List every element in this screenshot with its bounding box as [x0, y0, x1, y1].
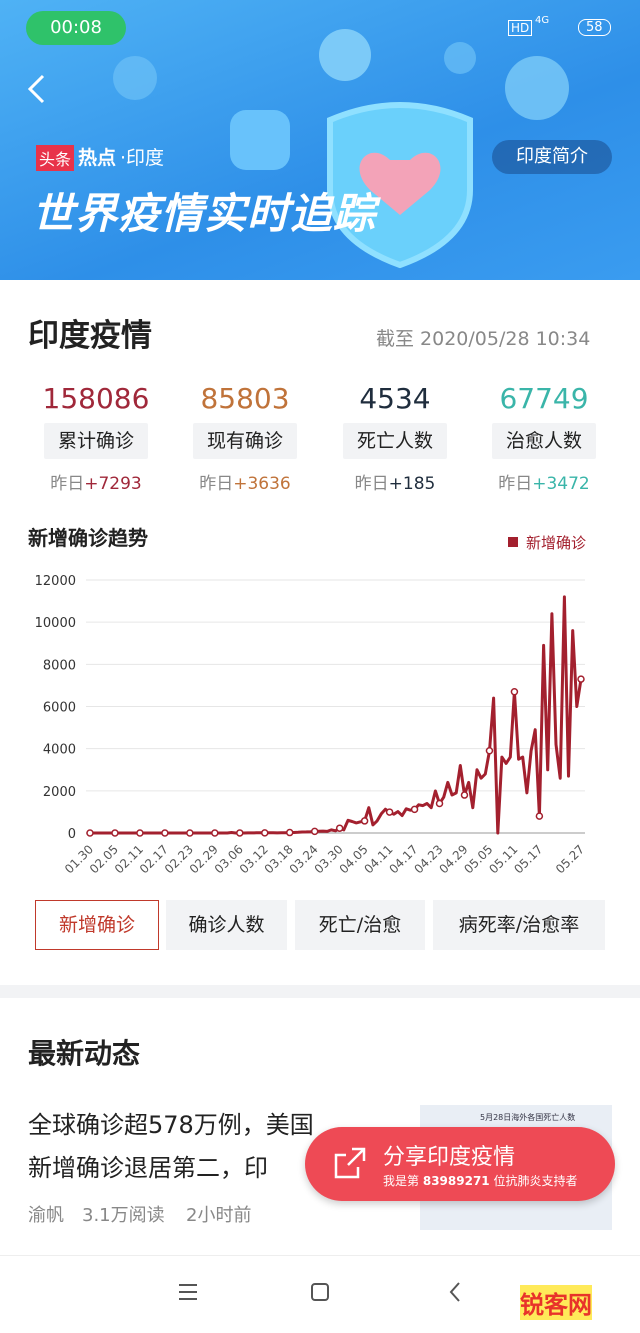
- stat-label: 累计确诊: [44, 423, 148, 459]
- nav-icons: [179, 1282, 460, 1302]
- marker: [535, 812, 544, 820]
- marker: [236, 829, 244, 837]
- marker: [460, 791, 469, 799]
- share-icon: [334, 1147, 366, 1179]
- hot: 热点: [78, 147, 117, 169]
- legend-label: 新增确诊: [526, 534, 586, 552]
- marker: [161, 829, 169, 837]
- tab[interactable]: 病死率/治愈率: [433, 900, 605, 950]
- stat-label: 治愈人数: [492, 423, 596, 459]
- headline: 全球确诊超578万例，美国: [28, 1111, 314, 1139]
- tab[interactable]: 死亡/治愈: [295, 900, 425, 950]
- time: 2小时前: [186, 1205, 252, 1226]
- y-tick-label: 10000: [35, 616, 76, 631]
- prev-label: 昨日: [199, 474, 234, 494]
- y-tick-label: 4000: [43, 743, 76, 758]
- marker: [285, 828, 294, 837]
- author: 渝帆: [28, 1205, 64, 1226]
- share-rank: 83989271: [422, 1174, 490, 1188]
- marker: [186, 829, 194, 837]
- clock: 00:08: [26, 11, 126, 45]
- marker: [261, 829, 269, 837]
- tab[interactable]: 新增确诊: [35, 900, 159, 950]
- marker: [385, 808, 394, 816]
- y-tick-label: 0: [68, 827, 76, 842]
- marker: [86, 829, 94, 837]
- divider: [0, 985, 640, 998]
- stat-change: 昨日+185: [325, 469, 465, 494]
- chart-title: 新增确诊趋势: [28, 526, 148, 550]
- marker: [410, 805, 419, 814]
- stat-value: 67749: [499, 382, 589, 415]
- marker: [211, 829, 219, 837]
- stat-value: 85803: [200, 382, 290, 415]
- watermark: 锐客网: [520, 1285, 592, 1320]
- marker: [435, 799, 444, 808]
- stat-change: 昨日+3472: [474, 469, 614, 494]
- chart: 新增确诊趋势 02000400060008000100001200001.300…: [28, 526, 587, 876]
- prev-label: 昨日: [354, 474, 389, 494]
- change: +185: [388, 474, 436, 494]
- marker: [577, 675, 585, 683]
- marker: [136, 829, 144, 837]
- marker: [310, 827, 319, 836]
- section-title: 印度疫情: [28, 318, 152, 354]
- update-time: 截至 2020/05/28 10:34: [376, 328, 591, 350]
- stat-label: 死亡人数: [343, 423, 447, 459]
- marker: [360, 817, 369, 825]
- share-post: 位抗肺炎支持者: [493, 1174, 578, 1188]
- share-pre: 我是第: [383, 1174, 420, 1188]
- news-title: 最新动态: [28, 1037, 141, 1070]
- tag: 头条: [36, 145, 75, 171]
- thumbnail-text: 5月28日海外各国死亡人数: [480, 1113, 576, 1122]
- share-title: 分享印度疫情: [383, 1145, 516, 1170]
- y-tick-label: 2000: [43, 785, 76, 800]
- change: +7293: [84, 474, 142, 494]
- stat-change: 昨日+3636: [175, 469, 315, 494]
- stat-value: 158086: [42, 382, 150, 415]
- hd-icon: HD: [508, 20, 533, 36]
- marker: [335, 824, 344, 832]
- headline: 新增确诊退居第二，印: [28, 1154, 268, 1182]
- y-tick-label: 12000: [35, 574, 76, 589]
- place: ·印度: [120, 147, 165, 169]
- network: 4G: [535, 15, 550, 26]
- stat-value: 4534: [359, 382, 431, 415]
- marker: [510, 687, 519, 696]
- stat-change: 昨日+7293: [26, 469, 166, 494]
- marker: [485, 747, 494, 755]
- battery: 58: [578, 19, 611, 36]
- x-tick-label: 05.27: [553, 842, 587, 876]
- marker: [111, 829, 119, 837]
- tab[interactable]: 确诊人数: [166, 900, 287, 950]
- reads: 3.1万阅读: [82, 1205, 165, 1226]
- y-tick-label: 8000: [43, 658, 76, 673]
- stat-label: 现有确诊: [193, 423, 297, 459]
- legend-swatch: [508, 537, 518, 547]
- line: [90, 595, 583, 835]
- prev-label: 昨日: [50, 474, 85, 494]
- y-tick-label: 6000: [43, 701, 76, 716]
- change: +3636: [233, 474, 291, 494]
- prev-label: 昨日: [498, 474, 533, 494]
- share-button[interactable]: [305, 1127, 615, 1201]
- banner: [0, 0, 640, 280]
- x-tick-label: 05.17: [511, 842, 545, 876]
- banner-title: 世界疫情实时追踪: [32, 189, 377, 238]
- change: +3472: [532, 474, 590, 494]
- intro-button[interactable]: 印度简介: [492, 140, 612, 174]
- banner-art: [27, 29, 569, 269]
- share-text: 我是第 83989271 位抗肺炎支持者: [383, 1172, 577, 1189]
